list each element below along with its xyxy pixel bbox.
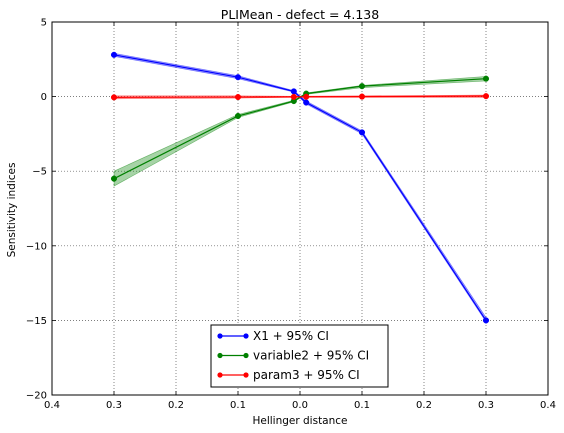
y-tick-label: 0 (41, 92, 47, 103)
series-lines (110, 51, 490, 324)
data-point (358, 93, 366, 100)
data-point (110, 175, 118, 182)
legend-marker-3 (243, 372, 249, 378)
y-axis-label: Sensitivity indices (6, 163, 18, 258)
data-point (234, 112, 242, 120)
data-point (358, 83, 366, 90)
legend-label-1: X1 + 95% CI (253, 329, 329, 343)
data-point (482, 75, 490, 82)
legend-marker-1 (243, 333, 249, 339)
x-tick-label: 0.3 (478, 400, 494, 411)
data-point (290, 88, 297, 95)
data-point (234, 93, 242, 101)
axes (51, 21, 549, 396)
data-point (303, 99, 310, 106)
x-tick-label: 0.1 (230, 400, 246, 411)
legend-label-3: param3 + 95% CI (253, 368, 360, 382)
data-point (303, 93, 310, 100)
data-point (290, 93, 297, 100)
y-tick-label: −15 (26, 316, 47, 327)
series-line-3 (113, 95, 487, 98)
x-tick-label: 0.3 (106, 400, 122, 411)
chart-title: PLIMean - defect = 4.138 (221, 7, 379, 22)
data-point (482, 93, 490, 100)
x-axis-label: Hellinger distance (252, 415, 347, 427)
y-tick-label: −10 (26, 241, 47, 252)
y-tick-label: −20 (26, 391, 47, 402)
x-tick-label: 0.2 (416, 400, 432, 411)
y-tick-label: 5 (41, 18, 47, 29)
data-point (110, 94, 118, 101)
data-point (358, 129, 366, 136)
x-tick-label: 0.2 (168, 400, 184, 411)
x-tick-label: 0.0 (292, 400, 308, 411)
data-point (234, 74, 242, 81)
x-tick-label: 0.1 (354, 400, 370, 411)
y-tick-label: −5 (32, 167, 47, 178)
data-point (482, 317, 490, 324)
legend-marker-2 (243, 352, 249, 359)
x-tick-label: 0.4 (44, 400, 60, 411)
data-point (110, 51, 118, 58)
tick-labels: 0.4 0.3 0.2 0.1 0.0 0.1 0.2 0.3 0.4−20−15−10−505 (26, 18, 556, 412)
legend-marker-2 (217, 352, 223, 359)
legend-marker-1 (217, 333, 223, 339)
legend: X1 + 95% CI variable2 + 95% CI param3 + 95… (210, 324, 389, 388)
legend-marker-3 (217, 372, 223, 378)
x-tick-label: 0.4 (540, 400, 556, 411)
legend-label-2: variable2 + 95% CI (253, 349, 369, 363)
